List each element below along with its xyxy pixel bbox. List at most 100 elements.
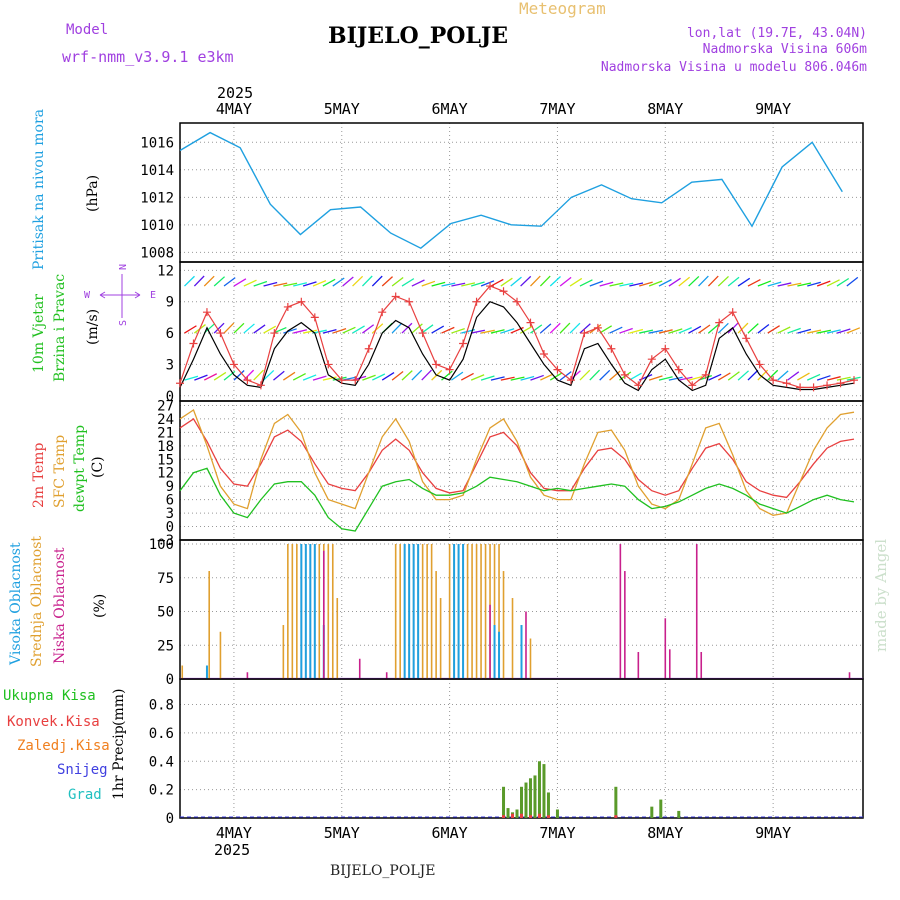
wind-barb bbox=[273, 326, 287, 334]
wind-barb bbox=[787, 371, 800, 381]
wind-barb bbox=[490, 376, 505, 381]
precip-bar-total bbox=[546, 792, 550, 818]
y-tick-label: 0.8 bbox=[149, 698, 174, 714]
wind-barb bbox=[233, 322, 245, 334]
bottom-day-label: 7MAY bbox=[539, 824, 575, 842]
wind-barb bbox=[530, 374, 544, 381]
precip-bar-total bbox=[677, 810, 681, 818]
wind-barb bbox=[658, 376, 673, 381]
y-tick-label: 0 bbox=[166, 520, 174, 536]
wind-barb bbox=[836, 277, 850, 287]
panel-frame bbox=[179, 400, 864, 541]
y-tick-label: −3 bbox=[157, 533, 174, 549]
wind-barb bbox=[648, 329, 663, 334]
precip-bar-total bbox=[659, 799, 663, 818]
wind-barb bbox=[401, 322, 413, 334]
wind-gust-marker bbox=[513, 297, 522, 306]
precip-bar-total bbox=[542, 764, 546, 818]
wind-barb bbox=[391, 322, 403, 334]
wind-barb bbox=[391, 370, 404, 381]
precip-bar-conv bbox=[520, 813, 523, 818]
precip-bar-total bbox=[555, 809, 559, 818]
wind-gust-marker bbox=[189, 339, 198, 348]
wind-gust-marker bbox=[364, 344, 373, 353]
precip-bar-conv bbox=[546, 815, 550, 818]
wind-gust-marker bbox=[755, 360, 764, 369]
wind-barb bbox=[688, 325, 702, 334]
wind-gust-marker bbox=[593, 323, 602, 332]
wind-barb bbox=[352, 325, 365, 334]
precip-bar-total bbox=[506, 808, 510, 818]
wind-barb bbox=[807, 373, 821, 381]
wind-barb bbox=[371, 275, 383, 287]
wind-barb bbox=[777, 370, 789, 381]
wind-barb bbox=[599, 281, 614, 287]
wind-barb bbox=[589, 280, 604, 287]
wind-barb bbox=[688, 275, 700, 287]
wind-gust-marker bbox=[472, 297, 481, 306]
wind-barb bbox=[787, 327, 801, 334]
wind-barb bbox=[510, 376, 525, 381]
y-tick-label: 6 bbox=[166, 326, 174, 342]
wind-gust-marker bbox=[715, 318, 724, 327]
wind-barb bbox=[678, 376, 693, 381]
wind-barb bbox=[688, 375, 703, 381]
top-day-label: 9MAY bbox=[755, 100, 791, 118]
y-tick-label: 6 bbox=[166, 493, 174, 509]
wind-barb bbox=[421, 280, 436, 287]
wind-barb bbox=[757, 323, 770, 334]
wind-speed-line bbox=[179, 300, 855, 392]
compass-e: E bbox=[150, 290, 156, 301]
wind-gust-marker bbox=[823, 381, 832, 390]
wind-barb bbox=[312, 375, 327, 381]
wind-barb bbox=[371, 323, 384, 334]
bottom-year-label: 2025 bbox=[214, 841, 250, 859]
temp-line-2m bbox=[179, 417, 855, 499]
wind-barb bbox=[293, 282, 308, 287]
wind-barb bbox=[480, 329, 495, 334]
panel-precip: 0 0.2 0.4 0.6 0.8 bbox=[149, 678, 864, 827]
wind-gust-marker bbox=[445, 365, 454, 374]
wind-barb bbox=[263, 369, 275, 381]
precip-bar-total bbox=[524, 782, 528, 818]
y-tick-label: 0.2 bbox=[149, 783, 174, 799]
wind-barb bbox=[273, 282, 288, 287]
wind-barb bbox=[668, 328, 683, 334]
wind-gust-marker bbox=[243, 376, 252, 385]
y-tick-label: 3 bbox=[166, 506, 174, 522]
precip-bar-total bbox=[515, 809, 519, 818]
wind-ylabel-sub: Brzina i Pravac bbox=[52, 274, 68, 382]
cloud-ylabel-sub: Srednja Oblacnost bbox=[29, 536, 45, 667]
wind-barb bbox=[579, 369, 591, 381]
wind-barb bbox=[530, 275, 541, 287]
wind-barb bbox=[737, 277, 751, 287]
wind-barb bbox=[757, 280, 772, 287]
wind-barb bbox=[194, 374, 208, 381]
wind-gust-marker bbox=[486, 282, 495, 291]
wind-barb bbox=[589, 369, 601, 381]
altitude: Nadmorska Visina 606m bbox=[703, 42, 868, 57]
wind-barb bbox=[451, 328, 465, 334]
wind-barb bbox=[826, 376, 841, 381]
wind-barb bbox=[362, 324, 375, 334]
wind-barb bbox=[263, 325, 277, 334]
panel-clouds: 0 25 50 75 100 bbox=[149, 537, 864, 688]
wind-barb bbox=[302, 374, 317, 381]
wind-barb bbox=[490, 278, 504, 287]
wind-barb bbox=[421, 369, 432, 381]
y-tick-label: 9 bbox=[166, 479, 174, 495]
wind-gust-marker bbox=[499, 287, 508, 296]
wind-barb bbox=[431, 281, 446, 287]
pressure-unit: (hPa) bbox=[85, 175, 101, 212]
wind-barb bbox=[273, 370, 285, 381]
wind-barb bbox=[549, 322, 561, 334]
wind-barb bbox=[391, 276, 404, 287]
wind-barb bbox=[698, 324, 711, 334]
wind-barb bbox=[342, 276, 354, 287]
wind-barb bbox=[332, 277, 345, 287]
bottom-day-label: 9MAY bbox=[755, 824, 791, 842]
y-tick-label: 21 bbox=[157, 425, 174, 441]
wind-barb bbox=[243, 369, 255, 381]
temp-ylabel-sub: SFC Temp bbox=[52, 435, 68, 508]
wind-barb bbox=[648, 280, 663, 287]
